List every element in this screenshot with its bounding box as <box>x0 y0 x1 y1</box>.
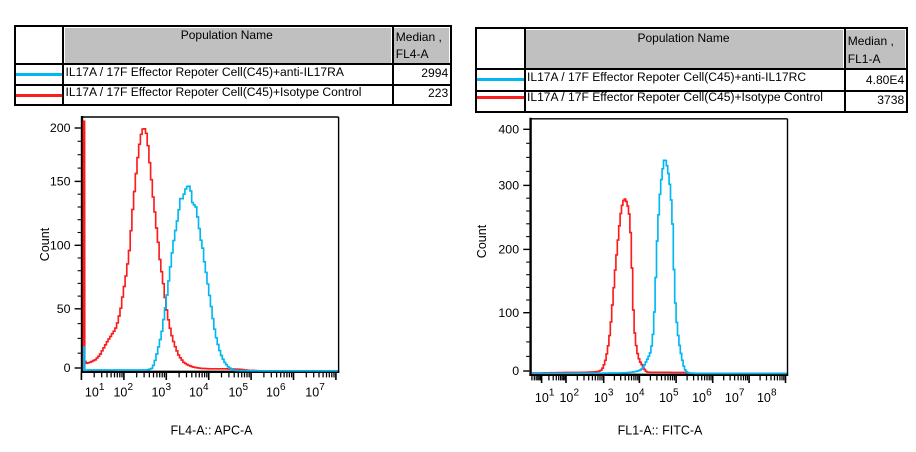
svg-text:FL4-A:: APC-A: FL4-A:: APC-A <box>171 424 254 438</box>
svg-text:10: 10 <box>305 385 319 399</box>
svg-text:3: 3 <box>166 382 172 393</box>
svg-text:10: 10 <box>189 385 203 399</box>
svg-text:50: 50 <box>57 302 71 316</box>
svg-text:200: 200 <box>498 243 519 257</box>
svg-text:10: 10 <box>113 385 127 399</box>
svg-text:300: 300 <box>498 179 519 193</box>
svg-text:10: 10 <box>559 391 573 405</box>
svg-text:Count: Count <box>38 227 52 261</box>
svg-text:10: 10 <box>594 391 608 405</box>
svg-text:10: 10 <box>151 385 165 399</box>
svg-text:0: 0 <box>512 364 519 378</box>
svg-text:10: 10 <box>725 391 739 405</box>
svg-text:100: 100 <box>498 306 519 320</box>
svg-text:7: 7 <box>319 382 325 393</box>
svg-text:4: 4 <box>203 382 209 393</box>
svg-text:0: 0 <box>64 361 71 375</box>
svg-text:7: 7 <box>739 388 745 399</box>
svg-text:10: 10 <box>692 391 706 405</box>
svg-text:FL1-A:: FITC-A: FL1-A:: FITC-A <box>618 424 703 438</box>
svg-text:Count: Count <box>475 224 489 258</box>
svg-text:10: 10 <box>659 391 673 405</box>
svg-text:10: 10 <box>266 385 280 399</box>
svg-text:3: 3 <box>608 388 614 399</box>
svg-text:10: 10 <box>535 391 549 405</box>
svg-text:10: 10 <box>85 385 99 399</box>
svg-text:200: 200 <box>50 121 71 135</box>
svg-text:6: 6 <box>280 382 286 393</box>
svg-text:2: 2 <box>574 388 580 399</box>
svg-text:100: 100 <box>50 238 71 252</box>
svg-text:1: 1 <box>99 382 105 393</box>
svg-text:8: 8 <box>771 388 777 399</box>
svg-text:2: 2 <box>128 382 134 393</box>
svg-text:150: 150 <box>50 175 71 189</box>
svg-text:10: 10 <box>228 385 242 399</box>
svg-text:10: 10 <box>757 391 771 405</box>
svg-text:4: 4 <box>639 388 645 399</box>
svg-text:400: 400 <box>498 122 519 136</box>
svg-text:5: 5 <box>243 382 249 393</box>
svg-text:10: 10 <box>625 391 639 405</box>
svg-text:6: 6 <box>706 388 712 399</box>
svg-text:1: 1 <box>549 388 555 399</box>
svg-text:5: 5 <box>673 388 679 399</box>
